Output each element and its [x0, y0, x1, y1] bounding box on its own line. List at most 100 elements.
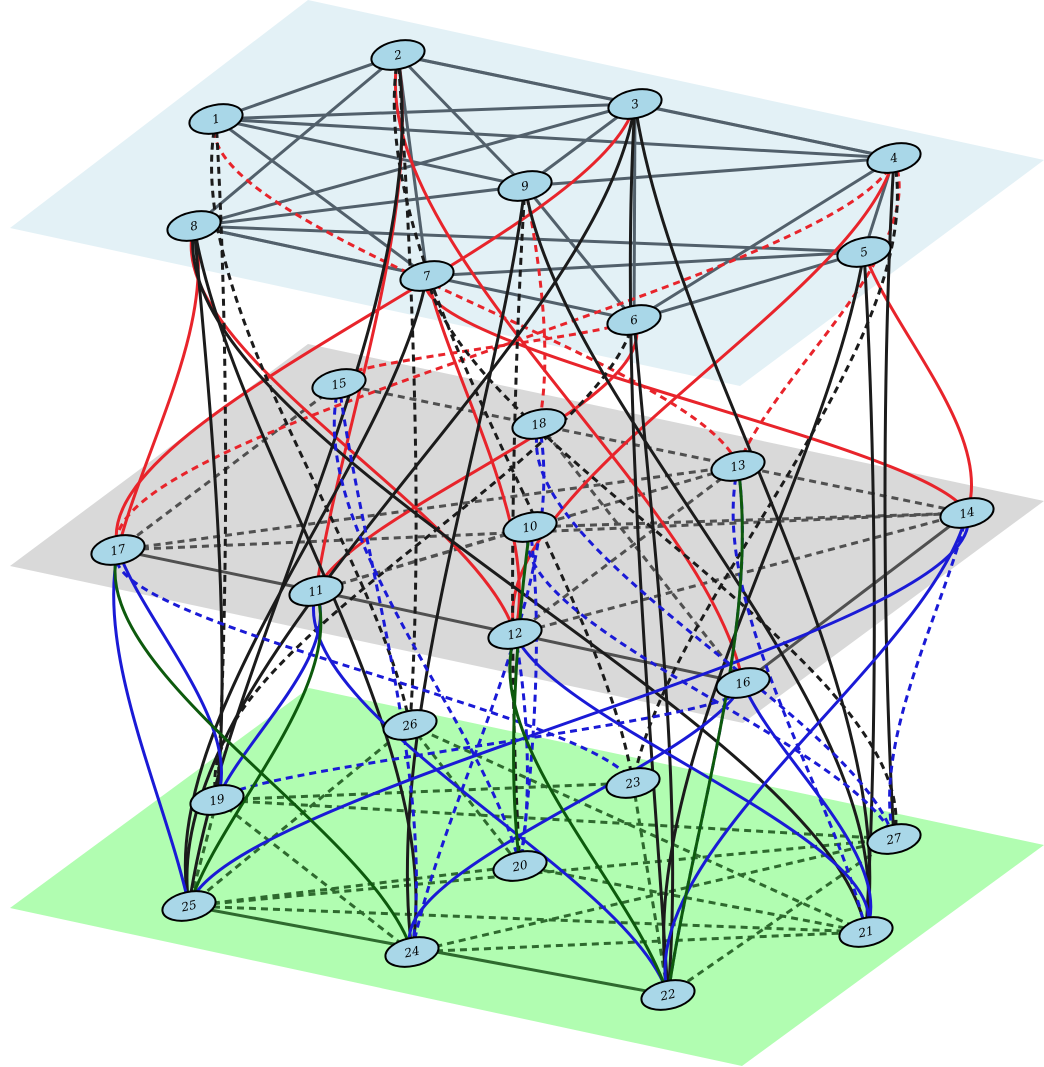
node-14: 14	[939, 497, 995, 529]
edge-7-14	[423, 275, 969, 514]
node-22: 22	[640, 979, 696, 1011]
edge-8-21	[191, 225, 868, 933]
edge-3-21	[633, 103, 872, 933]
node-14-label: 14	[958, 505, 976, 522]
node-11-shape	[288, 575, 344, 607]
node-24: 24	[384, 936, 440, 968]
edge-4-6	[633, 156, 895, 322]
edge-15-14	[338, 382, 968, 515]
edge-10-27	[526, 526, 896, 840]
edge-19-24	[216, 798, 413, 954]
edge-11-22	[312, 590, 670, 996]
edge-8-19	[192, 225, 224, 801]
node-24-shape	[384, 936, 440, 968]
node-21-label: 21	[856, 924, 875, 941]
edge-1-2	[215, 53, 399, 121]
edge-1-3	[215, 102, 636, 121]
edge-2-26	[396, 54, 418, 726]
node-27-shape	[866, 823, 922, 855]
edge-19-23	[216, 781, 634, 802]
node-10: 10	[502, 511, 558, 543]
node-15-label: 15	[330, 376, 348, 393]
edge-12-13	[514, 464, 739, 636]
edge-15-20	[332, 383, 522, 867]
edge-9-21	[523, 185, 870, 933]
edge-13-21	[731, 465, 868, 933]
node-9-label: 9	[520, 178, 531, 193]
node-22-shape	[640, 979, 696, 1011]
node-2-label: 2	[392, 47, 403, 62]
node-17-shape	[90, 534, 146, 566]
edge-19-25	[187, 799, 219, 907]
node-16: 16	[715, 667, 771, 699]
edge-3-6	[632, 103, 637, 321]
node-26-shape	[382, 709, 438, 741]
edge-19-27	[216, 798, 895, 841]
node-23-label: 23	[623, 774, 642, 791]
node-11: 11	[288, 575, 344, 607]
edge-2-23	[392, 54, 635, 784]
edge-26-20	[408, 724, 522, 867]
node-6: 6	[606, 304, 662, 336]
edge-5-6	[633, 250, 865, 322]
node-20-label: 20	[510, 857, 529, 874]
node-1: 1	[188, 103, 244, 135]
node-26: 26	[382, 709, 438, 741]
edge-5-22	[662, 251, 866, 996]
node-7-shape	[399, 260, 455, 292]
node-15-shape	[311, 368, 367, 400]
node-12: 12	[487, 618, 543, 650]
node-9-shape	[497, 170, 553, 202]
edge-14-27	[888, 512, 969, 840]
edge-20-21	[519, 864, 867, 934]
edge-8-9	[193, 184, 526, 228]
node-27: 27	[866, 823, 922, 855]
edge-3-17	[114, 103, 637, 551]
edge-16-19	[215, 681, 747, 802]
node-23-shape	[605, 767, 661, 799]
edge-2-8	[193, 53, 399, 228]
edge-5-7	[426, 250, 865, 278]
node-5-label: 5	[859, 244, 869, 259]
node-2-shape	[370, 39, 426, 71]
node-18: 18	[511, 408, 567, 440]
edge-10-20	[518, 526, 538, 867]
edge-17-25	[112, 549, 191, 907]
edge-3-8	[193, 102, 636, 228]
node-15: 15	[311, 368, 367, 400]
node-13: 13	[710, 450, 766, 482]
node-27-label: 27	[884, 830, 903, 847]
edge-24-27	[411, 837, 895, 954]
edge-1-13	[212, 118, 740, 467]
node-8-shape	[166, 210, 222, 242]
edge-4-23	[631, 157, 899, 784]
edge-12-22	[508, 633, 670, 996]
node-19-shape	[189, 784, 245, 816]
node-25-shape	[161, 890, 217, 922]
edge-2-9	[396, 53, 527, 188]
edge-16-14	[742, 511, 968, 685]
node-6-shape	[606, 304, 662, 336]
node-10-shape	[502, 511, 558, 543]
node-4-shape	[866, 142, 922, 174]
node-25: 25	[161, 890, 217, 922]
node-18-label: 18	[530, 415, 548, 432]
node-16-label: 16	[734, 674, 752, 691]
node-26-label: 26	[400, 716, 419, 733]
edge-3-22	[628, 103, 670, 996]
node-12-shape	[487, 618, 543, 650]
edge-24-21	[411, 930, 867, 954]
edge-16-21	[741, 682, 873, 933]
node-9: 9	[497, 170, 553, 202]
node-7-label: 7	[422, 268, 433, 283]
node-21-shape	[838, 916, 894, 948]
edge-4-9	[524, 156, 895, 188]
edge-25-21	[188, 904, 867, 934]
node-8: 8	[166, 210, 222, 242]
edge-15-24	[337, 383, 418, 953]
node-16-shape	[715, 667, 771, 699]
edge-25-27	[188, 837, 895, 908]
edge-1-4	[215, 117, 895, 160]
node-19: 19	[189, 784, 245, 816]
